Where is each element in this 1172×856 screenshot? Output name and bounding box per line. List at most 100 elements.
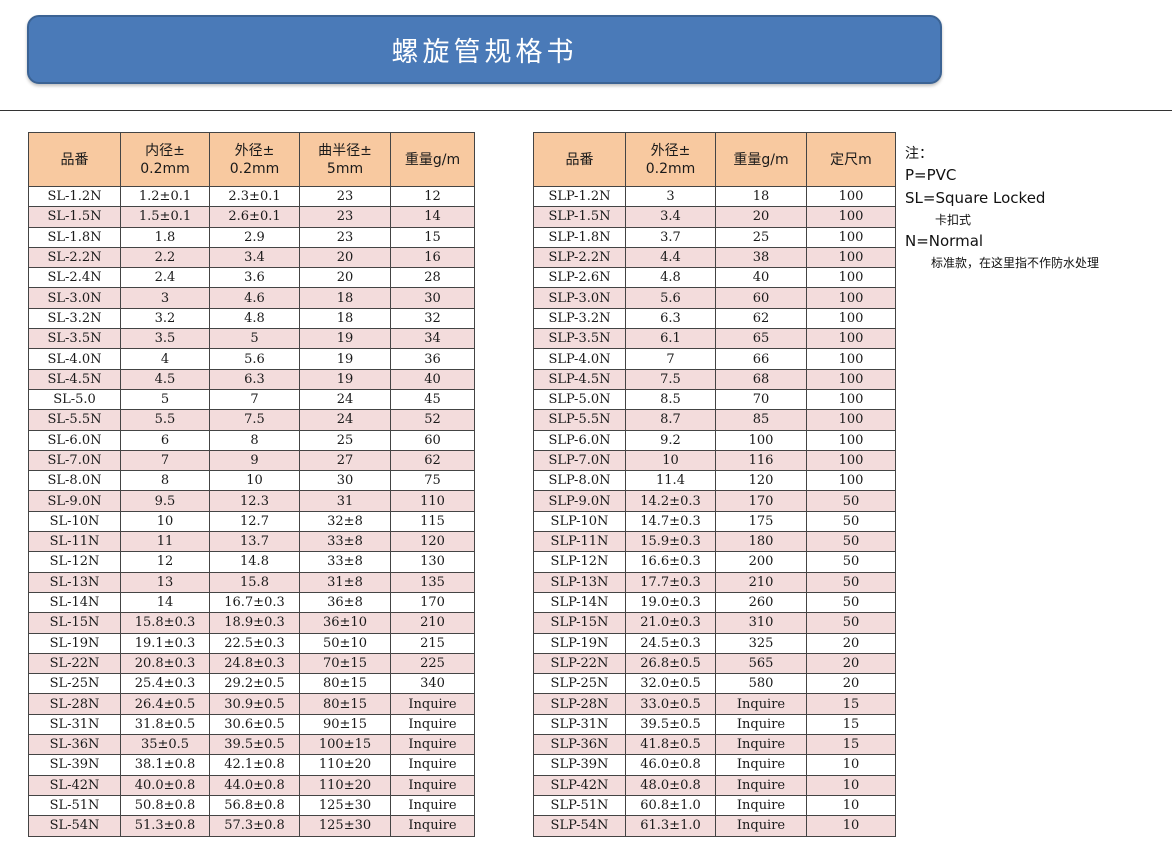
table-cell: SLP-36N xyxy=(533,734,626,756)
table-cell: SLP-15N xyxy=(533,612,626,634)
table-cell: SLP-54N xyxy=(533,815,626,837)
table-cell: 100 xyxy=(806,449,896,472)
table-row: SLP-14N 19.0±0.3 260 50 xyxy=(533,591,896,614)
table-cell: 80±15 xyxy=(299,673,391,695)
table-cell: SL-1.8N xyxy=(28,226,121,248)
table-cell: SL-22N xyxy=(28,652,121,675)
table-cell: SL-5.5N xyxy=(28,409,121,431)
table-cell: 16.6±0.3 xyxy=(625,551,716,573)
title-banner: 螺旋管规格书 xyxy=(27,15,942,84)
table-cell: 12 xyxy=(120,551,210,573)
table-row: SLP-3.2N 6.3 62 100 xyxy=(533,307,896,330)
table-cell: 100 xyxy=(806,409,896,431)
table-cell: SL-7.0N xyxy=(28,449,121,472)
table-cell: 210 xyxy=(715,571,807,593)
table-cell: 8 xyxy=(120,470,210,492)
table-cell: 325 xyxy=(715,632,807,654)
table-cell: SLP-8.0N xyxy=(533,470,626,492)
table-row: SL-15N 15.8±0.3 18.9±0.3 36±10 210 xyxy=(28,612,475,634)
table-cell: 15 xyxy=(806,734,896,756)
table-cell: SL-54N xyxy=(28,815,121,837)
table-cell: SL-28N xyxy=(28,693,121,715)
table-cell: 4.6 xyxy=(209,287,300,309)
table-row: SL-8.0N 8 10 30 75 xyxy=(28,470,475,492)
table-cell: 210 xyxy=(390,612,475,634)
table-cell: 2.6±0.1 xyxy=(209,206,300,228)
table-row: SL-3.2N 3.2 4.8 18 32 xyxy=(28,307,475,330)
table-row: SLP-28N 33.0±0.5 Inquire 15 xyxy=(533,693,896,715)
table-cell: 6.3 xyxy=(209,368,300,390)
table-cell: 16.7±0.3 xyxy=(209,591,300,614)
table-cell: 31±8 xyxy=(299,571,391,593)
table-cell: 50 xyxy=(806,591,896,614)
table-cell: 14 xyxy=(390,206,475,228)
table-cell: 100 xyxy=(806,470,896,492)
table-cell: 100 xyxy=(806,287,896,309)
column-header: 外径± 0.2mm xyxy=(209,132,300,187)
table-cell: 62 xyxy=(390,449,475,472)
table-cell: 39.5±0.5 xyxy=(209,734,300,756)
table-cell: 19 xyxy=(299,328,391,350)
table-cell: 20 xyxy=(806,673,896,695)
table-row: SLP-8.0N 11.4 120 100 xyxy=(533,470,896,492)
table-cell: 66 xyxy=(715,348,807,370)
table-cell: 35±0.5 xyxy=(120,734,210,756)
table-cell: 100 xyxy=(806,348,896,370)
table-cell: 24 xyxy=(299,388,391,411)
table-row: SL-14N 14 16.7±0.3 36±8 170 xyxy=(28,591,475,614)
table-cell: 13 xyxy=(120,571,210,593)
table-cell: 100 xyxy=(806,429,896,451)
table-cell: 100 xyxy=(806,206,896,228)
table-row: SLP-15N 21.0±0.3 310 50 xyxy=(533,612,896,634)
table-cell: 3.4 xyxy=(625,206,716,228)
table-cell: 31.8±0.5 xyxy=(120,713,210,736)
table-cell: 120 xyxy=(390,531,475,553)
column-header-text: 外径± xyxy=(234,142,275,159)
table-row: SL-1.5N 1.5±0.1 2.6±0.1 23 14 xyxy=(28,206,475,228)
table-cell: 8 xyxy=(209,429,300,451)
table-cell: 25.4±0.3 xyxy=(120,673,210,695)
table-cell: 580 xyxy=(715,673,807,695)
table-cell: 33±8 xyxy=(299,531,391,553)
table-cell: 1.8 xyxy=(120,226,210,248)
table-cell: 15.8 xyxy=(209,571,300,593)
table-cell: 110±20 xyxy=(299,754,391,776)
table-cell: 7.5 xyxy=(625,368,716,390)
table-cell: 36±8 xyxy=(299,591,391,614)
page-title: 螺旋管规格书 xyxy=(391,37,578,68)
table-cell: 9.5 xyxy=(120,490,210,512)
table-cell: 34 xyxy=(390,328,475,350)
table-cell: 68 xyxy=(715,368,807,390)
column-header-text: 重量g/m xyxy=(404,151,461,168)
table-cell: 7 xyxy=(625,348,716,370)
table-cell: 24.5±0.3 xyxy=(625,632,716,654)
table-row: SLP-4.0N 7 66 100 xyxy=(533,348,896,370)
table-cell: 310 xyxy=(715,612,807,634)
table-cell: 20 xyxy=(806,632,896,654)
column-header-text: 定尺m xyxy=(830,151,872,168)
table-cell: SL-42N xyxy=(28,774,121,796)
table-cell: SLP-12N xyxy=(533,551,626,573)
table-cell: SLP-4.5N xyxy=(533,368,626,390)
table-cell: SL-36N xyxy=(28,734,121,756)
table-row: SLP-7.0N 10 116 100 xyxy=(533,449,896,472)
table-row: SL-25N 25.4±0.3 29.2±0.5 80±15 340 xyxy=(28,673,475,695)
table-row: SL-3.0N 3 4.6 18 30 xyxy=(28,287,475,309)
column-header-text: 0.2mm xyxy=(229,160,280,177)
table-cell: 50 xyxy=(806,612,896,634)
table-cell: 5.6 xyxy=(209,348,300,370)
table-cell: SL-39N xyxy=(28,754,121,776)
table-cell: SLP-9.0N xyxy=(533,490,626,512)
table-row: SLP-11N 15.9±0.3 180 50 xyxy=(533,531,896,553)
table-cell: 2.9 xyxy=(209,226,300,248)
table-row: SL-28N 26.4±0.5 30.9±0.5 80±15 Inquire xyxy=(28,693,475,715)
table-row: SLP-1.8N 3.7 25 100 xyxy=(533,226,896,248)
table-row: SL-1.2N 1.2±0.1 2.3±0.1 23 12 xyxy=(28,185,475,208)
table-cell: 40 xyxy=(390,368,475,390)
table-row: SLP-3.0N 5.6 60 100 xyxy=(533,287,896,309)
table-row: SL-39N 38.1±0.8 42.1±0.8 110±20 Inquire xyxy=(28,754,475,776)
table-cell: SLP-3.5N xyxy=(533,328,626,350)
table-cell: SLP-7.0N xyxy=(533,449,626,472)
table-cell: 50 xyxy=(806,551,896,573)
table-cell: SL-2.2N xyxy=(28,246,121,269)
